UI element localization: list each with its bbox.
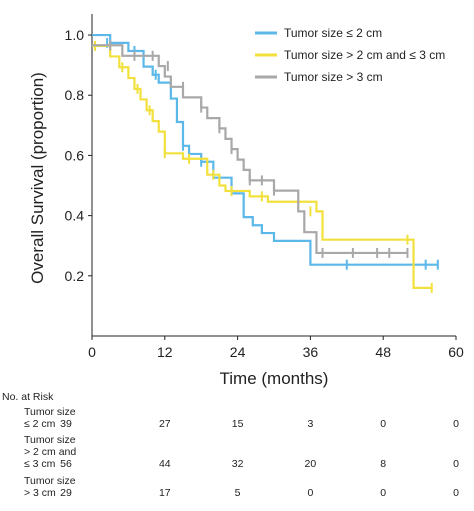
risk-count: 0 [453,458,459,470]
risk-row-label: Tumor size [24,406,76,418]
y-tick-label: 1.0 [65,27,85,43]
x-tick-label: 12 [157,344,173,360]
legend: Tumor size ≤ 2 cm Tumor size > 2 cm and ≤… [255,26,445,84]
y-axis-title: Overall Survival (proportion) [28,72,47,284]
x-tick-label: 36 [303,344,319,360]
risk-count: 39 [60,418,72,430]
survival-curve [92,33,438,266]
risk-row-label: > 3 cm [24,487,56,499]
y-tick-label: 0.6 [65,147,85,163]
risk-row-label: > 2 cm and [24,446,76,458]
risk-count: 44 [159,458,171,470]
risk-row-label: ≤ 2 cm [24,418,56,430]
survival-curve [92,44,408,255]
risk-count: 29 [60,487,72,499]
risk-count: 0 [380,418,386,430]
y-tick-label: 0.2 [65,268,85,284]
risk-count: 20 [305,458,317,470]
risk-table-heading: No. at Risk [2,391,54,403]
risk-count: 15 [232,418,244,430]
x-tick-label: 0 [88,344,96,360]
risk-table: No. at Risk Tumor size≤ 2 cm 39 27 15 3 0 0Tum… [2,391,459,499]
risk-row-label: Tumor size [24,475,76,487]
risk-row-label: ≤ 3 cm [24,458,56,470]
x-tick-label: 48 [375,344,391,360]
series-2 [92,40,409,258]
risk-count: 8 [380,458,386,470]
axes [91,14,456,337]
y-tick-label: 0.8 [65,87,85,103]
risk-count: 5 [235,487,241,499]
risk-count: 0 [453,487,459,499]
risk-count: 32 [232,458,244,470]
risk-count: 56 [60,458,72,470]
survival-curve [92,44,432,289]
y-tick-label: 0.4 [65,208,85,224]
x-tick-label: 24 [230,344,246,360]
legend-label: Tumor size > 3 cm [284,70,383,84]
risk-count: 3 [307,418,313,430]
legend-label: Tumor size > 2 cm and ≤ 3 cm [284,48,445,62]
x-axis-title: Time (months) [220,369,329,388]
risk-count: 17 [159,487,171,499]
risk-count: 27 [159,418,171,430]
series-1 [92,40,433,293]
risk-row-label: Tumor size [24,434,76,446]
legend-label: Tumor size ≤ 2 cm [284,26,382,40]
x-tick-label: 60 [448,344,464,360]
risk-count: 0 [380,487,386,499]
risk-count: 0 [307,487,313,499]
series-0 [92,33,439,270]
risk-count: 0 [453,418,459,430]
